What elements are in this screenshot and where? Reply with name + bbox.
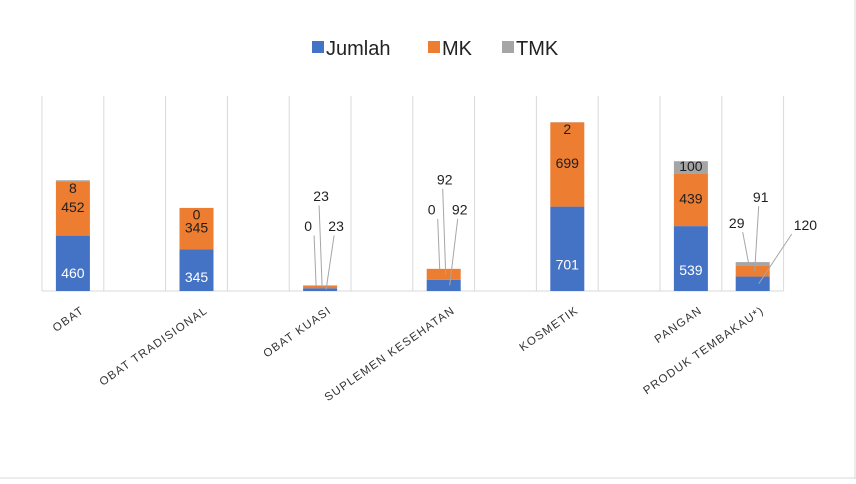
leader-tmk-produk-tembakau bbox=[743, 232, 749, 264]
label-mk-produk-tembakau: 91 bbox=[753, 189, 769, 205]
legend-label-mk: MK bbox=[442, 38, 473, 60]
label-tmk-obat-kuasi: 0 bbox=[304, 218, 312, 234]
bar-mk-suplemen-kesehatan bbox=[427, 269, 461, 280]
label-tmk-obat: 8 bbox=[69, 180, 77, 196]
bar-tmk-produk-tembakau bbox=[736, 262, 770, 265]
label-jumlah-suplemen-kesehatan: 92 bbox=[452, 202, 468, 218]
legend-label-tmk: TMK bbox=[516, 38, 559, 60]
legend-swatch-jumlah bbox=[312, 41, 324, 53]
leader-jumlah-obat-kuasi bbox=[326, 235, 334, 289]
leader-jumlah-produk-tembakau bbox=[759, 234, 792, 284]
label-jumlah-obat-tradisional: 345 bbox=[185, 269, 209, 285]
label-jumlah-obat-kuasi: 23 bbox=[328, 218, 344, 234]
category-label-obat: OBAT bbox=[51, 305, 87, 335]
label-jumlah-obat: 460 bbox=[61, 265, 85, 281]
category-label-obat-kuasi: OBAT KUASI bbox=[261, 305, 333, 361]
label-tmk-obat-tradisional: 0 bbox=[193, 207, 201, 223]
leader-mk-suplemen-kesehatan bbox=[443, 189, 446, 275]
label-tmk-kosmetik: 2 bbox=[563, 121, 571, 137]
bar-mk-obat-kuasi bbox=[303, 285, 337, 288]
gridlines bbox=[42, 96, 784, 291]
leader-mk-produk-tembakau bbox=[755, 206, 759, 271]
legend-swatch-tmk bbox=[502, 41, 514, 53]
bar-jumlah-suplemen-kesehatan bbox=[427, 280, 461, 291]
label-tmk-suplemen-kesehatan: 0 bbox=[428, 202, 436, 218]
label-mk-kosmetik: 699 bbox=[556, 155, 580, 171]
category-label-pangan: PANGAN bbox=[653, 305, 705, 346]
label-mk-pangan: 439 bbox=[679, 190, 703, 206]
label-mk-obat: 452 bbox=[61, 199, 85, 215]
label-mk-suplemen-kesehatan: 92 bbox=[437, 172, 453, 188]
legend-label-jumlah: Jumlah bbox=[326, 38, 390, 60]
category-label-suplemen-kesehatan: SUPLEMEN KESEHATAN bbox=[323, 305, 458, 404]
leader-tmk-obat-kuasi bbox=[314, 235, 316, 286]
label-jumlah-pangan: 539 bbox=[679, 262, 703, 278]
leader-mk-obat-kuasi bbox=[319, 205, 322, 286]
leader-tmk-suplemen-kesehatan bbox=[438, 219, 440, 270]
bar-jumlah-obat bbox=[56, 236, 90, 291]
label-jumlah-produk-tembakau: 120 bbox=[794, 217, 818, 233]
label-tmk-produk-tembakau: 29 bbox=[729, 215, 745, 231]
category-label-obat-tradisional: OBAT TRADISIONAL bbox=[98, 305, 211, 389]
category-label-kosmetik: KOSMETIK bbox=[518, 305, 581, 354]
category-label-produk-tembakau: PRODUK TEMBAKAU*) bbox=[641, 305, 766, 398]
label-jumlah-kosmetik: 701 bbox=[556, 256, 580, 272]
legend: Jumlah MK TMK bbox=[312, 38, 559, 60]
label-mk-obat-kuasi: 23 bbox=[313, 188, 329, 204]
bar-jumlah-obat-kuasi bbox=[303, 288, 337, 291]
label-tmk-pangan: 100 bbox=[679, 158, 703, 174]
bar-jumlah-pangan bbox=[674, 226, 708, 291]
bar-jumlah-produk-tembakau bbox=[736, 277, 770, 291]
legend-swatch-mk bbox=[428, 41, 440, 53]
bar-jumlah-kosmetik bbox=[550, 207, 584, 291]
